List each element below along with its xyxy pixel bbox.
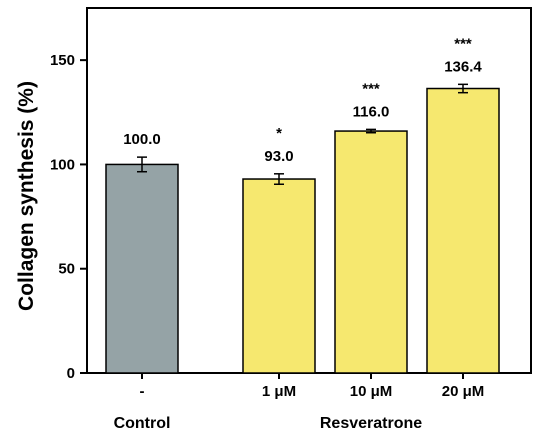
y-tick-label: 100 bbox=[50, 156, 75, 173]
x-axis: - 1 μM 10 μM 20 μM bbox=[140, 373, 485, 400]
x-tick-label: - bbox=[140, 383, 145, 400]
group-label: Control bbox=[114, 415, 171, 432]
y-axis: 0 50 100 150 bbox=[50, 52, 87, 382]
y-tick-label: 0 bbox=[67, 365, 75, 382]
error-bars bbox=[137, 83, 468, 185]
data-label: 116.0 bbox=[353, 103, 390, 120]
y-tick-label: 50 bbox=[58, 261, 75, 278]
y-axis-title: Collagen synthesis (%) bbox=[15, 81, 38, 311]
group-labels: Control Resveratrone bbox=[114, 415, 423, 432]
x-tick-label: 20 μM bbox=[442, 383, 485, 400]
bar bbox=[242, 178, 316, 374]
bar bbox=[105, 163, 179, 374]
data-label: 136.4 bbox=[444, 58, 482, 75]
group-label: Resveratrone bbox=[320, 415, 422, 432]
bar bbox=[334, 130, 408, 374]
value-labels: 100.0 93.0 * 116.0 *** 136.4 *** bbox=[123, 35, 482, 164]
bar bbox=[426, 87, 500, 374]
significance-marker: *** bbox=[362, 80, 380, 97]
significance-marker: *** bbox=[454, 35, 472, 52]
significance-marker: * bbox=[276, 125, 282, 142]
x-tick-label: 10 μM bbox=[350, 383, 393, 400]
x-tick-label: 1 μM bbox=[262, 383, 296, 400]
bars bbox=[105, 87, 500, 374]
data-label: 100.0 bbox=[123, 131, 161, 148]
y-tick-label: 150 bbox=[50, 52, 75, 69]
data-label: 93.0 bbox=[264, 148, 293, 165]
